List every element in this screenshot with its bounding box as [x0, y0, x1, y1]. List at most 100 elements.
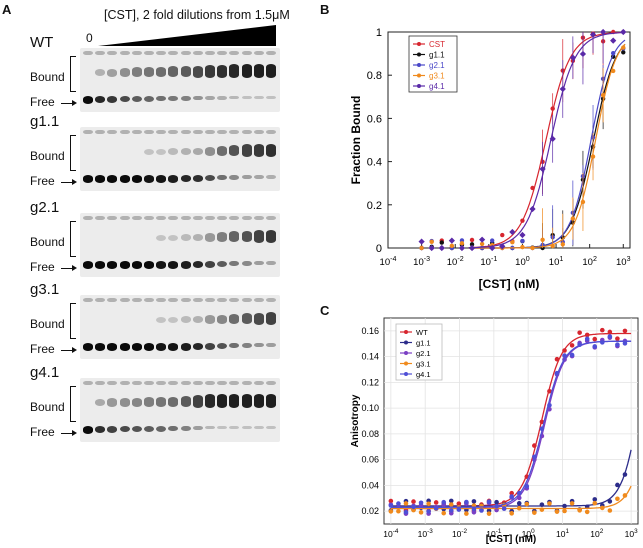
data-point [615, 342, 620, 347]
data-point [621, 50, 626, 55]
data-point [592, 500, 598, 506]
data-point [530, 185, 535, 191]
gel-well [205, 51, 215, 55]
free-arrow [61, 182, 72, 183]
data-point [610, 37, 617, 44]
data-point [429, 239, 434, 245]
gel-well [229, 381, 240, 385]
x-tick-label: 10-1 [486, 528, 502, 539]
y-tick-label: 0.08 [361, 429, 379, 439]
bound-band [168, 66, 179, 78]
gel-well [253, 298, 264, 302]
free-arrow-head [72, 179, 77, 185]
data-point [418, 238, 425, 245]
gel-well [192, 216, 203, 220]
free-band [156, 343, 167, 351]
free-arrow [61, 268, 72, 269]
free-band [192, 426, 203, 431]
gel-well [253, 381, 264, 385]
gel-label-g3-1: g3.1 [30, 281, 60, 298]
gel-well [131, 381, 142, 385]
data-point [529, 205, 536, 213]
data-point [570, 216, 576, 221]
free-arrow-head [72, 347, 77, 353]
free-band [156, 175, 167, 183]
free-band [131, 175, 142, 183]
data-point [569, 54, 576, 61]
gel-well [253, 216, 264, 220]
data-point [607, 329, 613, 335]
data-point [547, 501, 552, 506]
x-tick-label: 10-2 [447, 255, 464, 268]
x-tick-label: 10-3 [413, 255, 430, 268]
gel-well [241, 51, 252, 55]
free-band [156, 96, 167, 102]
panel-letter-c: C [320, 303, 330, 318]
legend-marker [404, 372, 408, 376]
data-point [516, 495, 522, 501]
data-point [524, 483, 530, 489]
free-band [229, 261, 240, 267]
x-tick-label: 103 [625, 528, 638, 539]
fit-curve-g1-1 [390, 449, 632, 507]
bound-band [107, 68, 118, 77]
fit-curve-cst [468, 31, 626, 249]
free-label: Free [30, 342, 55, 356]
free-band [253, 175, 264, 179]
free-band [229, 426, 240, 430]
bound-band [253, 143, 264, 157]
data-point [577, 508, 582, 513]
y-tick-label: 0.02 [361, 506, 379, 516]
bound-label: Bound [30, 235, 65, 249]
y-tick-label: 0.06 [361, 455, 379, 465]
gel-well [205, 298, 215, 302]
chart-anisotropy: 0.02 0.04 0.06 0.08 0.10 0.12 0.14 0.16 10-4 10-3… [350, 317, 639, 545]
free-band [253, 261, 264, 266]
gel-well [156, 298, 167, 302]
data-point [569, 352, 575, 358]
data-point [396, 501, 401, 506]
data-point [448, 237, 455, 244]
data-point [519, 231, 526, 239]
bound-band [229, 394, 240, 408]
data-point [471, 499, 477, 504]
data-point [486, 499, 492, 505]
gel-well [119, 298, 130, 302]
data-point [615, 482, 620, 488]
data-point [441, 510, 447, 516]
free-band [205, 96, 215, 100]
fit-curve-g4-1 [390, 340, 632, 508]
gel-well [241, 298, 252, 302]
data-point [592, 344, 598, 349]
free-band [107, 96, 118, 103]
bound-band [253, 394, 264, 408]
data-point [562, 508, 567, 514]
data-point [569, 343, 575, 348]
gel-well [107, 130, 118, 134]
bound-band [241, 64, 252, 78]
data-point [550, 243, 555, 249]
data-point [433, 500, 439, 505]
data-point [449, 243, 455, 249]
bound-band [217, 394, 228, 408]
data-point [516, 490, 522, 496]
data-point [592, 497, 598, 502]
gel-well [192, 130, 203, 134]
legend-box [408, 35, 458, 93]
gel-well [95, 216, 106, 220]
gel-well [241, 381, 252, 385]
free-band [131, 426, 142, 433]
gel-image-g1-1 [80, 127, 280, 191]
data-point [418, 510, 424, 515]
free-band [119, 175, 130, 183]
free-band [266, 343, 276, 348]
data-point [489, 238, 495, 243]
data-point [439, 240, 444, 245]
data-point [600, 340, 605, 345]
free-band [131, 261, 142, 269]
bound-band [192, 395, 203, 408]
free-band [107, 426, 118, 433]
x-tick-label: 10-4 [383, 528, 399, 539]
gel-well [229, 298, 240, 302]
data-point [494, 499, 499, 505]
